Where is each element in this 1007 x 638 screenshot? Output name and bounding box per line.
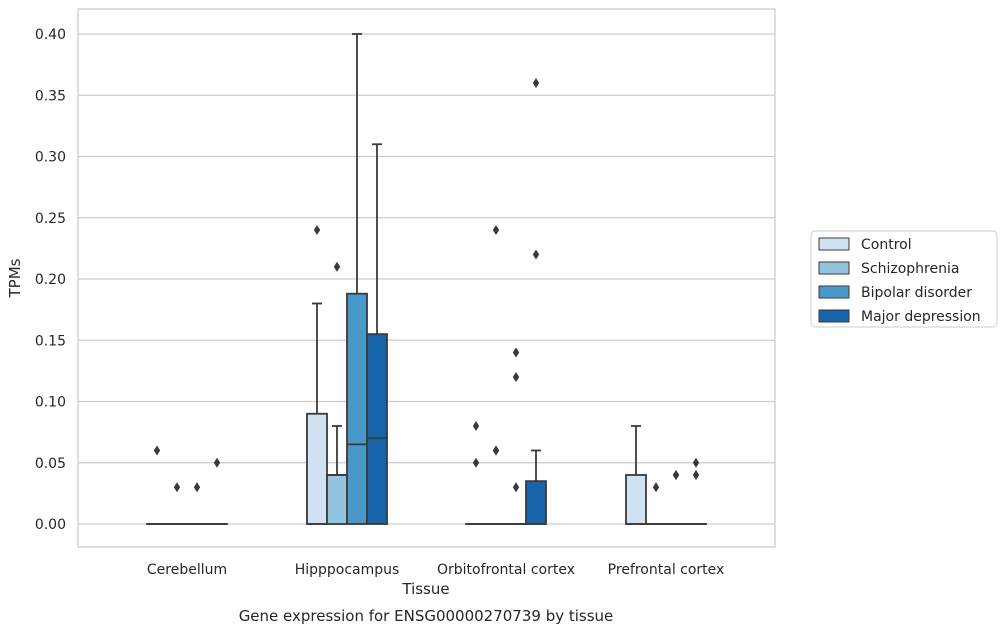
x-tick-label: Prefrontal cortex <box>608 562 725 578</box>
y-tick-label: 0.15 <box>35 333 66 349</box>
chart-caption: Gene expression for ENSG00000270739 by t… <box>239 607 614 625</box>
x-tick-label: Cerebellum <box>147 562 227 578</box>
box-rect <box>526 481 546 524</box>
y-tick-label: 0.25 <box>35 211 66 227</box>
y-tick-label: 0.20 <box>35 272 66 288</box>
x-tick-label: Hipppocampus <box>295 562 400 578</box>
box-rect <box>307 414 327 524</box>
legend-swatch <box>819 262 849 274</box>
y-tick-label: 0.40 <box>35 27 66 43</box>
y-axis-ticks: 0.00 0.05 0.10 0.15 0.20 0.25 0.30 0.35 0.40 <box>35 27 66 533</box>
legend-label: Bipolar disorder <box>861 285 972 301</box>
legend-label: Control <box>861 237 912 253</box>
y-tick-label: 0.10 <box>35 395 66 411</box>
legend: Control Schizophrenia Bipolar disorder Majo… <box>811 231 997 327</box>
box-rect <box>367 334 387 524</box>
box-rect <box>347 294 367 524</box>
legend-swatch <box>819 286 849 298</box>
y-tick-label: 0.30 <box>35 150 66 166</box>
y-tick-label: 0.00 <box>35 517 66 533</box>
legend-swatch <box>819 310 849 322</box>
box-rect <box>327 475 347 524</box>
legend-label: Schizophrenia <box>861 261 959 277</box>
x-tick-label: Orbitofrontal cortex <box>437 562 575 578</box>
legend-label: Major depression <box>861 309 981 325</box>
legend-swatch <box>819 238 849 250</box>
x-axis-label: Tissue <box>401 580 449 598</box>
y-tick-label: 0.35 <box>35 88 66 104</box>
y-tick-label: 0.05 <box>35 456 66 472</box>
y-axis-label: TPMs <box>6 258 24 298</box>
box-rect <box>626 475 646 524</box>
